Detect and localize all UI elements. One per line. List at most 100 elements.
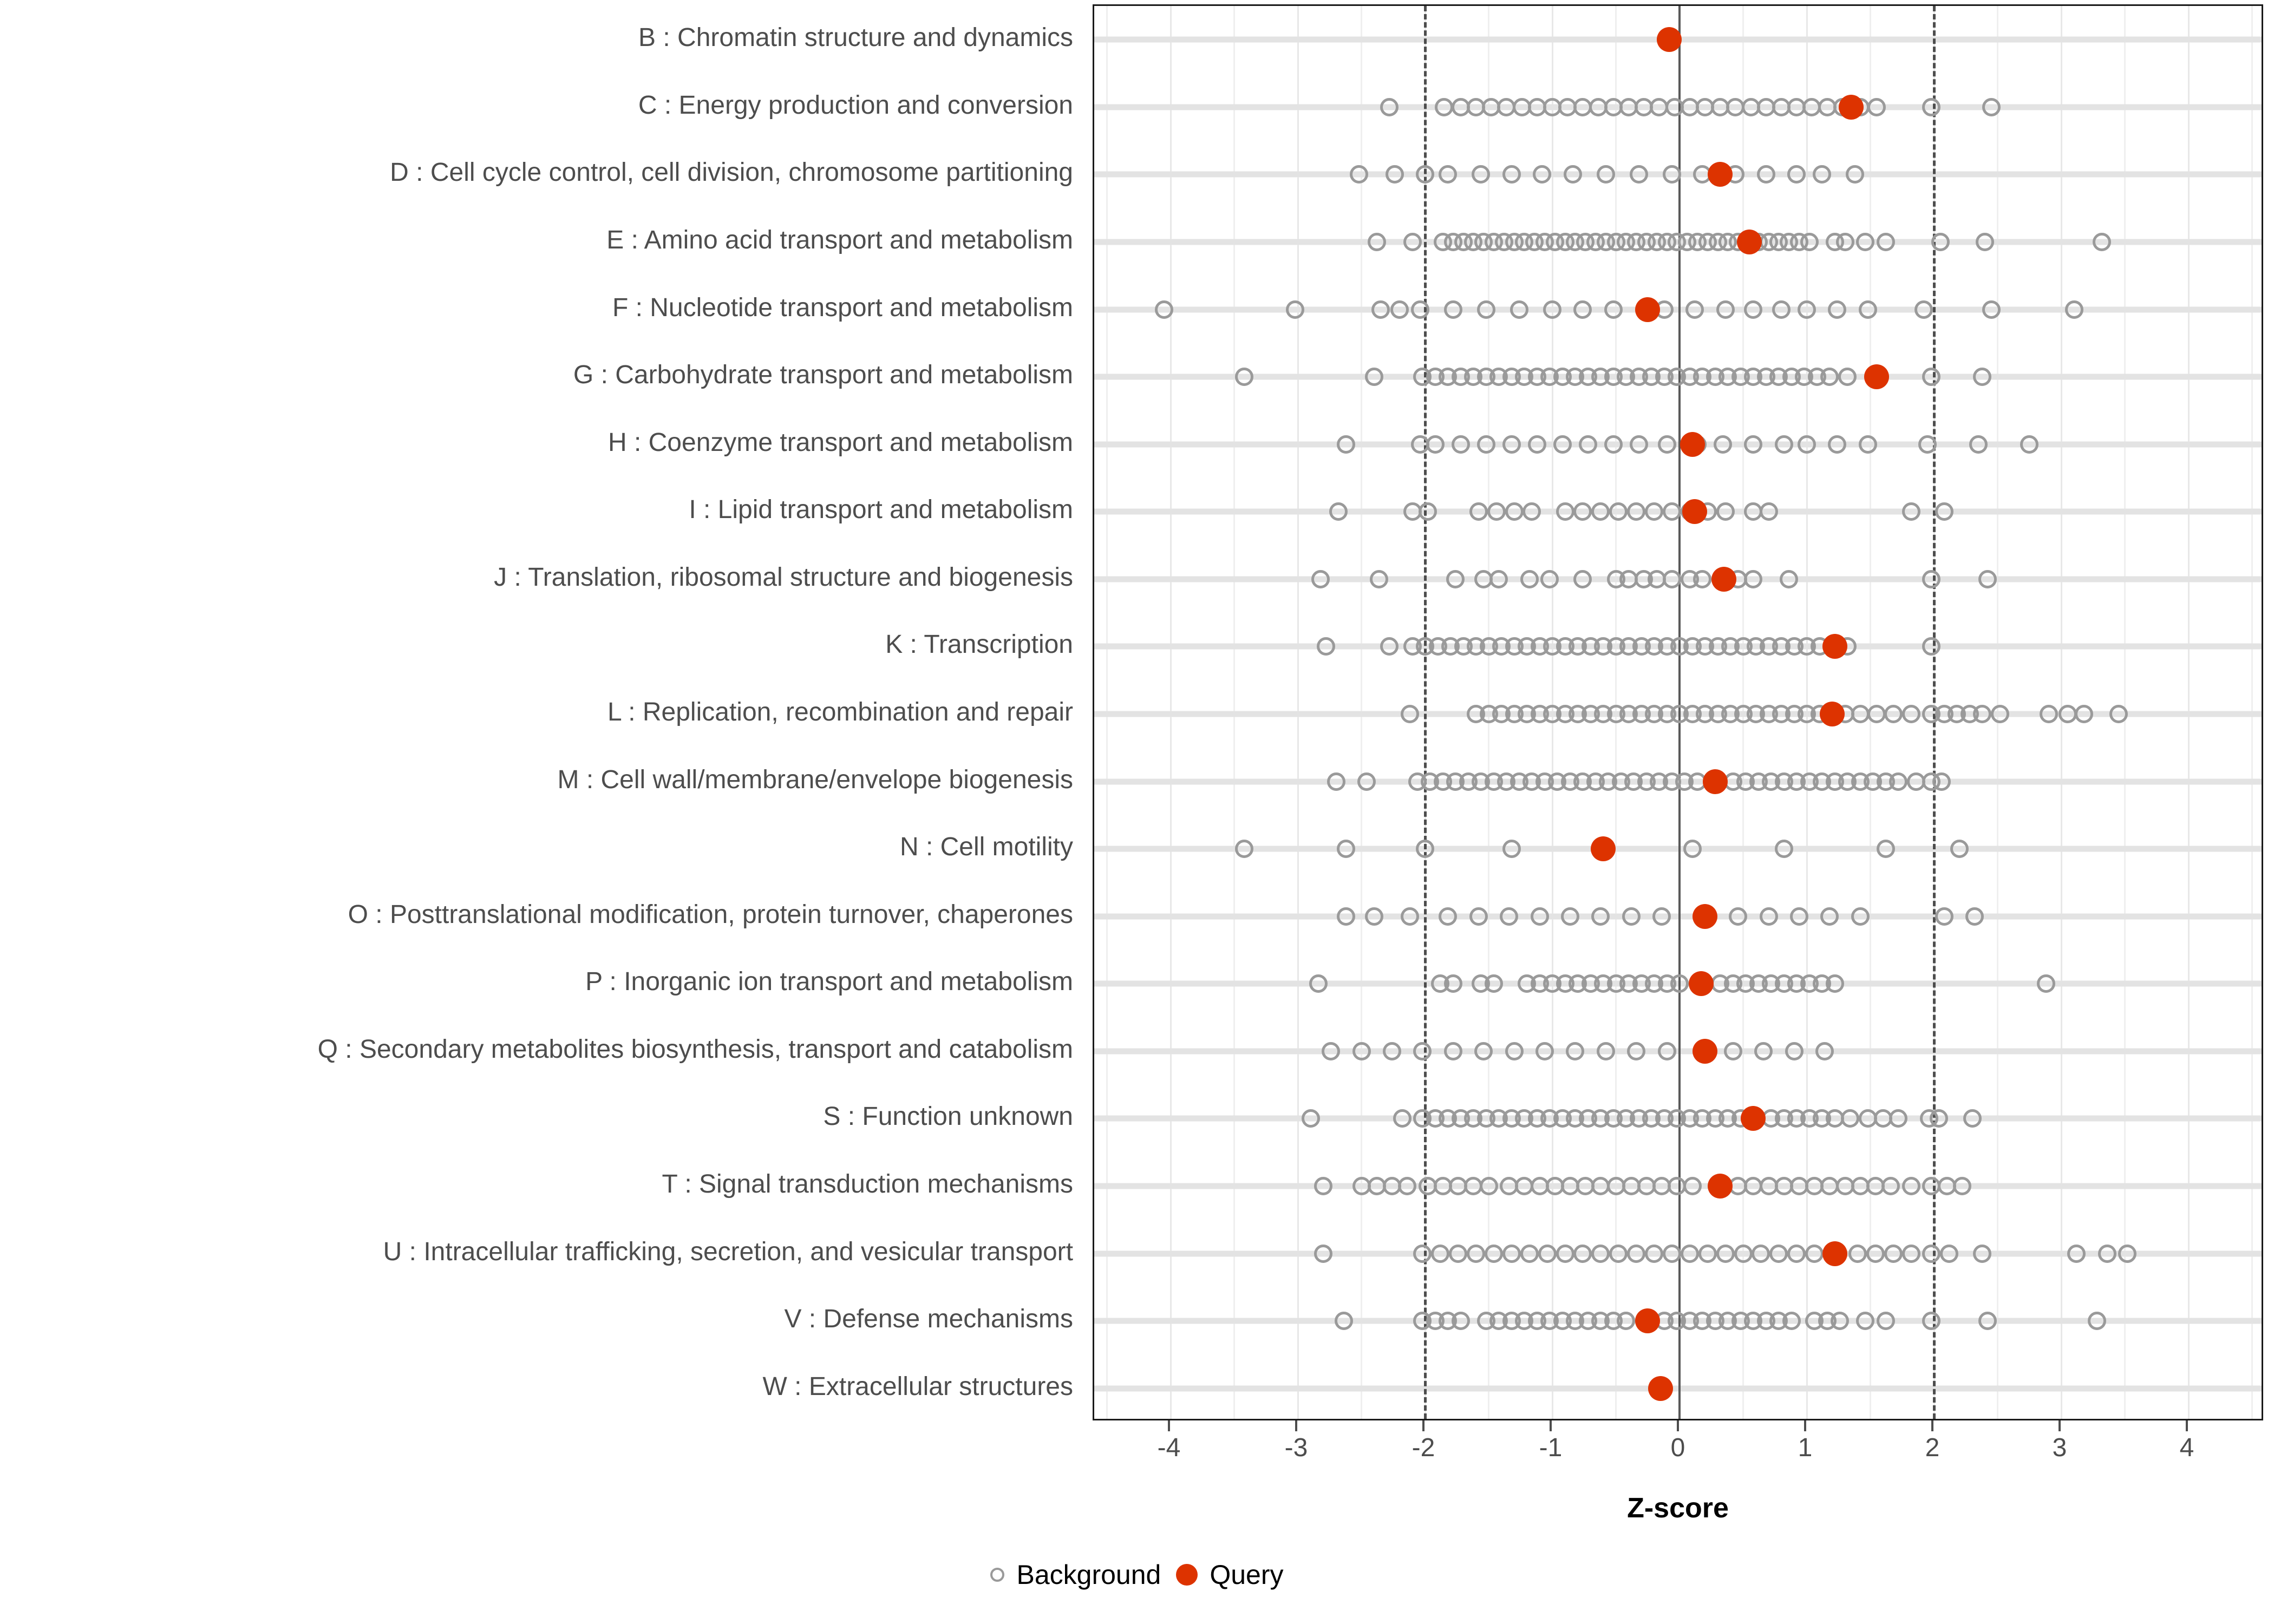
- background-point: [1556, 1244, 1574, 1263]
- background-point: [1322, 1042, 1341, 1060]
- category-label: B : Chromatin structure and dynamics: [638, 23, 1073, 53]
- background-point: [1443, 1042, 1462, 1060]
- row-gridline: [1094, 846, 2262, 852]
- legend-item-query: Query: [1176, 1559, 1284, 1590]
- background-point: [2118, 1244, 2137, 1263]
- background-point: [1573, 502, 1592, 521]
- background-point: [1413, 1042, 1432, 1060]
- background-point: [1820, 368, 1839, 387]
- background-point: [1848, 1244, 1867, 1263]
- background-point: [1744, 569, 1763, 588]
- background-point: [1416, 840, 1434, 859]
- background-point: [1787, 1244, 1806, 1263]
- background-point: [1914, 300, 1933, 319]
- background-point: [1535, 1042, 1554, 1060]
- background-point: [2097, 1244, 2116, 1263]
- query-point: [1708, 1174, 1733, 1199]
- background-point: [1856, 1312, 1875, 1331]
- category-label: F : Nucleotide transport and metabolism: [612, 293, 1073, 322]
- query-point: [1741, 1106, 1766, 1131]
- background-point: [1982, 300, 2001, 319]
- background-point: [1520, 569, 1539, 588]
- background-point: [2067, 1244, 2086, 1263]
- background-point: [1449, 1244, 1468, 1263]
- background-point: [1782, 1312, 1801, 1331]
- background-point: [1723, 1042, 1742, 1060]
- background-point: [1479, 1177, 1498, 1195]
- row-gridline: [1094, 1048, 2262, 1055]
- background-point: [1502, 1244, 1521, 1263]
- query-point: [1708, 162, 1733, 187]
- background-point: [1645, 1244, 1663, 1263]
- background-point: [1662, 1244, 1681, 1263]
- background-point: [1940, 1244, 1959, 1263]
- background-point: [2075, 705, 2094, 723]
- background-point: [1867, 97, 1886, 116]
- background-point: [1235, 368, 1254, 387]
- background-point: [1553, 435, 1572, 454]
- background-point: [1867, 705, 1886, 723]
- background-point: [1828, 435, 1847, 454]
- background-point: [1716, 1244, 1735, 1263]
- background-point: [1976, 233, 1994, 251]
- background-point: [1680, 1244, 1699, 1263]
- background-point: [1604, 300, 1623, 319]
- query-point: [1737, 230, 1762, 254]
- x-tick-label: -4: [1157, 1433, 1181, 1462]
- row-gridline: [1094, 1385, 2262, 1392]
- background-point: [1591, 1244, 1610, 1263]
- background-point: [1309, 974, 1328, 993]
- background-point: [1474, 1042, 1493, 1060]
- background-point: [1446, 569, 1465, 588]
- background-point: [1578, 435, 1597, 454]
- background-point: [1752, 1244, 1770, 1263]
- background-point: [1393, 1109, 1412, 1128]
- background-point: [1922, 1312, 1941, 1331]
- background-point: [1780, 569, 1799, 588]
- background-point: [1662, 569, 1681, 588]
- background-point: [1380, 637, 1399, 656]
- background-point: [1889, 772, 1908, 791]
- background-point: [1754, 1042, 1773, 1060]
- background-point: [1451, 1312, 1470, 1331]
- background-point: [1683, 1177, 1702, 1195]
- x-tick-mark: [1295, 1420, 1297, 1431]
- background-point: [1840, 1109, 1859, 1128]
- background-point: [1543, 300, 1561, 319]
- background-point: [1685, 300, 1704, 319]
- background-point: [1538, 1244, 1557, 1263]
- background-point: [1476, 435, 1495, 454]
- category-label: M : Cell wall/membrane/envelope biogenes…: [557, 765, 1073, 794]
- background-point: [1774, 840, 1793, 859]
- category-label: E : Amino acid transport and metabolism: [606, 226, 1073, 254]
- category-label: S : Function unknown: [823, 1102, 1073, 1131]
- background-point: [1901, 502, 1920, 521]
- background-point: [1426, 435, 1445, 454]
- background-point: [1505, 1042, 1524, 1060]
- background-point: [1769, 1244, 1788, 1263]
- plot-panel: [1093, 4, 2263, 1420]
- query-point: [1657, 27, 1682, 53]
- background-point: [1744, 435, 1763, 454]
- background-point: [1991, 705, 2010, 723]
- background-point: [1683, 840, 1702, 859]
- background-point: [1327, 772, 1345, 791]
- background-point: [1820, 907, 1839, 926]
- x-tick-label: -3: [1284, 1433, 1308, 1462]
- background-point: [1622, 907, 1641, 926]
- plot-area: [1094, 6, 2262, 1419]
- background-point: [1973, 1244, 1992, 1263]
- background-point: [1851, 705, 1870, 723]
- background-point: [1744, 300, 1763, 319]
- background-point: [2020, 435, 2039, 454]
- background-point: [1431, 1244, 1450, 1263]
- background-point: [1866, 1244, 1885, 1263]
- background-point: [1815, 1042, 1834, 1060]
- background-point: [1662, 165, 1681, 184]
- background-point: [1467, 1244, 1485, 1263]
- query-point: [1839, 94, 1864, 120]
- x-tick-label: 1: [1798, 1433, 1813, 1462]
- background-point: [1563, 165, 1582, 184]
- background-point: [1573, 569, 1592, 588]
- legend-item-background: Background: [990, 1559, 1161, 1590]
